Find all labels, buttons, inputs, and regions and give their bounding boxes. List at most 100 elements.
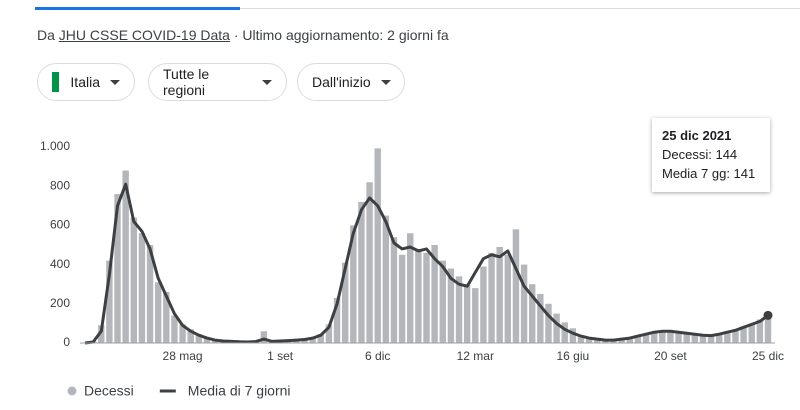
bar	[187, 329, 194, 343]
bar	[260, 331, 268, 343]
bar	[366, 182, 373, 343]
bar	[520, 264, 528, 343]
bar	[472, 288, 479, 343]
bar	[577, 335, 585, 343]
x-tick-label: 12 mar	[457, 349, 494, 363]
y-tick-label: 1.000	[40, 139, 70, 153]
source-link[interactable]: JHU CSSE COVID-19 Data	[58, 27, 230, 43]
hover-marker	[763, 310, 773, 320]
y-tick-label: 600	[50, 218, 70, 232]
bar	[691, 333, 699, 343]
bar	[537, 294, 544, 343]
y-tick-label: 200	[50, 296, 70, 310]
bar	[358, 201, 365, 343]
y-tick-label: 800	[50, 178, 70, 192]
bar	[407, 233, 414, 343]
bar	[98, 325, 105, 343]
bar	[122, 170, 129, 343]
bar	[748, 323, 755, 343]
bar	[553, 313, 560, 343]
dropdown-label: Dall'inizio	[312, 74, 371, 90]
x-tick-label: 6 dic	[365, 349, 390, 363]
bar	[455, 276, 463, 343]
bar	[203, 337, 211, 343]
range-dropdown[interactable]: Dall'inizio	[297, 63, 405, 101]
bar	[683, 332, 690, 343]
bar	[480, 266, 487, 343]
bar	[504, 254, 512, 343]
legend-label: Decessi	[84, 383, 134, 399]
bar	[415, 248, 422, 343]
tab-divider	[240, 8, 800, 9]
bar	[390, 237, 398, 343]
bar	[732, 329, 739, 343]
tooltip-line: Media 7 gg: 141	[662, 166, 756, 181]
bar	[431, 245, 438, 343]
tooltip: 25 dic 2021 Decessi: 144 Media 7 gg: 141	[652, 118, 770, 192]
bar	[512, 229, 520, 343]
bar	[333, 297, 341, 343]
bar	[545, 303, 552, 343]
legend-label: Media di 7 giorni	[188, 383, 291, 399]
x-tick-label: 28 mag	[163, 349, 203, 363]
bar	[724, 331, 731, 343]
y-tick-label: 0	[63, 335, 70, 349]
source-prefix: Da	[37, 27, 55, 43]
bar	[675, 331, 682, 343]
bar	[716, 333, 723, 343]
bar	[707, 335, 715, 343]
updated: · Ultimo aggiornamento: 2 giorni fa	[233, 27, 449, 43]
bar	[626, 337, 633, 343]
x-tick-label: 20 set	[654, 349, 687, 363]
legend-swatch	[67, 386, 77, 396]
bar	[398, 254, 406, 343]
line	[84, 182, 769, 345]
bar	[642, 333, 650, 343]
country-dropdown[interactable]: Italia	[37, 63, 135, 101]
bar	[447, 268, 455, 343]
source-line: Da JHU CSSE COVID-19 Data · Ultimo aggio…	[37, 27, 449, 43]
bar	[488, 252, 495, 343]
bar	[463, 284, 471, 343]
bar	[618, 338, 625, 343]
bar	[114, 194, 121, 343]
tooltip-date: 25 dic 2021	[662, 128, 732, 143]
bar	[569, 328, 577, 343]
bar	[146, 245, 154, 343]
bar	[594, 338, 601, 343]
bar	[529, 284, 536, 343]
bar	[439, 260, 446, 343]
bar	[350, 225, 357, 343]
x-tick-label: 16 giu	[557, 349, 590, 363]
bar	[106, 260, 113, 343]
bar	[171, 315, 178, 343]
y-tick-label: 400	[50, 257, 70, 271]
bar	[667, 330, 674, 343]
tooltip-line: Decessi: 144	[662, 147, 738, 162]
bar	[585, 337, 593, 343]
bar	[341, 262, 349, 343]
bar	[699, 334, 707, 343]
bar	[325, 324, 333, 343]
bar	[179, 324, 186, 343]
flag	[52, 72, 61, 92]
bar	[154, 282, 162, 343]
caret	[262, 79, 272, 85]
bar	[740, 326, 747, 343]
bar	[374, 148, 381, 343]
bar	[301, 339, 308, 343]
x-tick-label: 1 set	[267, 349, 294, 363]
dropdown-label: Tutte le regioni	[163, 66, 210, 98]
bar	[423, 252, 430, 343]
bar	[138, 233, 146, 343]
x-tick-label: 25 dic	[752, 349, 784, 363]
caret	[110, 79, 120, 85]
tab-indicator	[35, 7, 240, 10]
bar	[659, 330, 666, 343]
bar	[163, 292, 170, 343]
bar	[650, 331, 658, 343]
bar	[756, 319, 764, 343]
bar	[309, 337, 316, 343]
region-dropdown[interactable]: Tutte le regioni	[148, 63, 287, 101]
